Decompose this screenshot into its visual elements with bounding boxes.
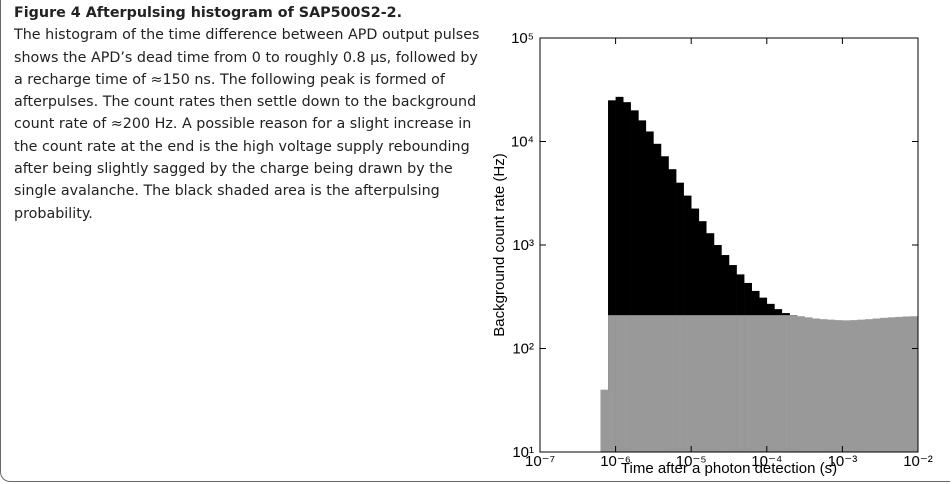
histogram-bar (759, 315, 768, 452)
histogram-bar (630, 110, 639, 453)
histogram-bar (797, 316, 805, 452)
histogram-bar (910, 316, 919, 452)
histogram-bar (608, 315, 616, 452)
y-axis-label: Background count rate (Hz) (491, 153, 508, 336)
histogram-bar (660, 156, 669, 452)
histogram-bar (615, 96, 624, 452)
histogram-bar (842, 320, 851, 452)
caption: Figure 4 Afterpulsing histogram of SAP50… (14, 2, 484, 225)
histogram-bar (638, 315, 647, 452)
histogram-bar (615, 315, 624, 452)
caption-title: Figure 4 Afterpulsing histogram of SAP50… (14, 5, 403, 21)
histogram-bar (865, 319, 873, 452)
histogram-bar (668, 315, 677, 452)
histogram-bar (691, 315, 700, 452)
histogram-bar (812, 318, 821, 452)
x-tick-label: 10⁻⁴ (751, 453, 782, 470)
histogram-bar (623, 315, 631, 452)
caption-text: The histogram of the time difference bet… (14, 27, 480, 222)
histogram-bar (721, 315, 730, 452)
histogram-bar (774, 315, 783, 452)
histogram-bar (660, 315, 669, 452)
y-tick-label: 10⁵ (511, 30, 534, 47)
histogram-bar (857, 319, 866, 452)
histogram-bar (698, 315, 707, 452)
y-tick-label: 10¹ (512, 444, 534, 461)
histogram-bar (653, 315, 662, 452)
y-tick-label: 10² (512, 341, 534, 358)
histogram-bar (781, 315, 790, 452)
histogram-bar (880, 317, 889, 452)
histogram-bar (645, 315, 654, 452)
x-tick-label: 10⁻⁵ (676, 453, 707, 470)
histogram-bar (645, 131, 654, 452)
x-tick-label: 10⁻² (903, 453, 933, 470)
histogram-bar (653, 143, 662, 452)
histogram-bar (751, 315, 760, 452)
histogram-bar (630, 315, 639, 452)
histogram-bar (849, 320, 858, 452)
x-tick-label: 10⁻³ (828, 453, 858, 470)
histogram-bar (736, 315, 745, 452)
histogram-bar (766, 315, 775, 452)
histogram-bar (728, 315, 737, 452)
histogram-bar (819, 319, 828, 452)
x-tick-label: 10⁻⁶ (600, 453, 631, 470)
histogram-bar (713, 315, 722, 452)
histogram-bar (902, 316, 911, 452)
histogram-bar (789, 315, 798, 452)
y-tick-label: 10³ (512, 237, 534, 254)
histogram-bar (706, 315, 715, 452)
histogram-bar (676, 315, 684, 452)
histogram-bar (683, 315, 692, 452)
histogram-bar (872, 318, 881, 452)
histogram-bar (895, 316, 904, 452)
histogram-bar (887, 317, 896, 452)
y-tick-label: 10⁴ (511, 134, 534, 151)
histogram-bar (827, 319, 836, 452)
histogram-bar (668, 169, 677, 452)
histogram-bar (600, 389, 609, 452)
x-tick-label: 10⁻⁷ (525, 453, 555, 470)
histogram-bar (608, 100, 616, 453)
histogram-bar (834, 320, 843, 452)
histogram-bar (638, 120, 647, 452)
histogram-bar (623, 102, 631, 453)
x-axis-label: Time after a photon detection (s) (621, 460, 837, 477)
histogram-bar (744, 315, 752, 452)
histogram-bar (804, 317, 813, 452)
